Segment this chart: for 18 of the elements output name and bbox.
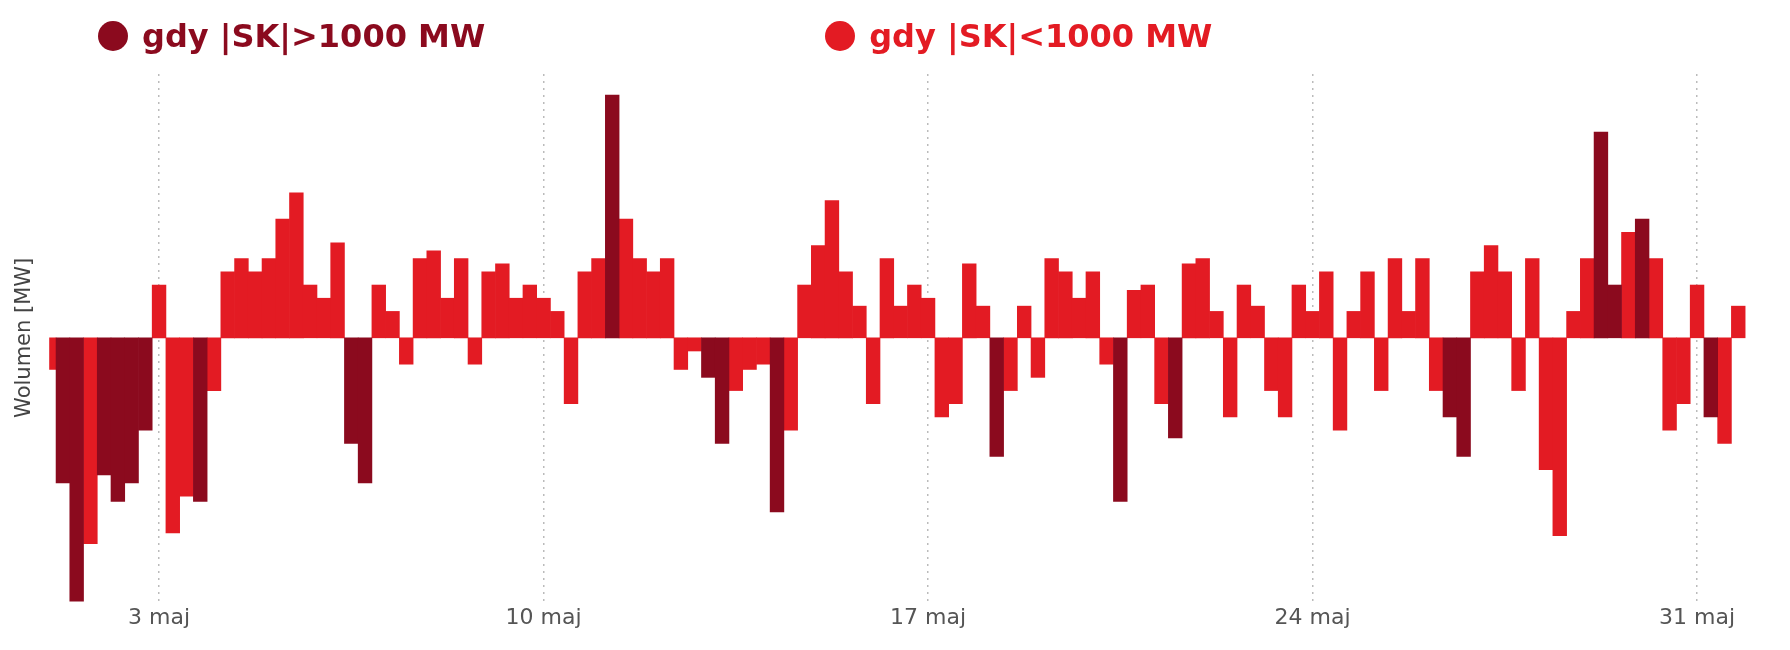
legend-label: gdy |SK|<1000 MW [869, 17, 1213, 55]
x-tick-label: 31 maj [1659, 603, 1736, 629]
bar [1621, 231, 1636, 339]
bar [769, 337, 785, 513]
x-tick-label: 17 maj [890, 603, 967, 629]
x-tick-label: 24 maj [1274, 603, 1351, 629]
bar [1634, 218, 1650, 339]
bar [605, 94, 620, 339]
bar [193, 337, 208, 502]
bar [1703, 337, 1718, 418]
bar [1168, 337, 1183, 439]
y-axis-title: Wolumen [MW] [11, 257, 36, 418]
x-tick-label: 10 maj [505, 603, 582, 629]
bar [83, 337, 98, 544]
x-tick-label: 3 maj [128, 603, 191, 629]
bar [1113, 337, 1128, 502]
bar [989, 337, 1004, 457]
legend-label: gdy |SK|>1000 MW [142, 17, 486, 55]
